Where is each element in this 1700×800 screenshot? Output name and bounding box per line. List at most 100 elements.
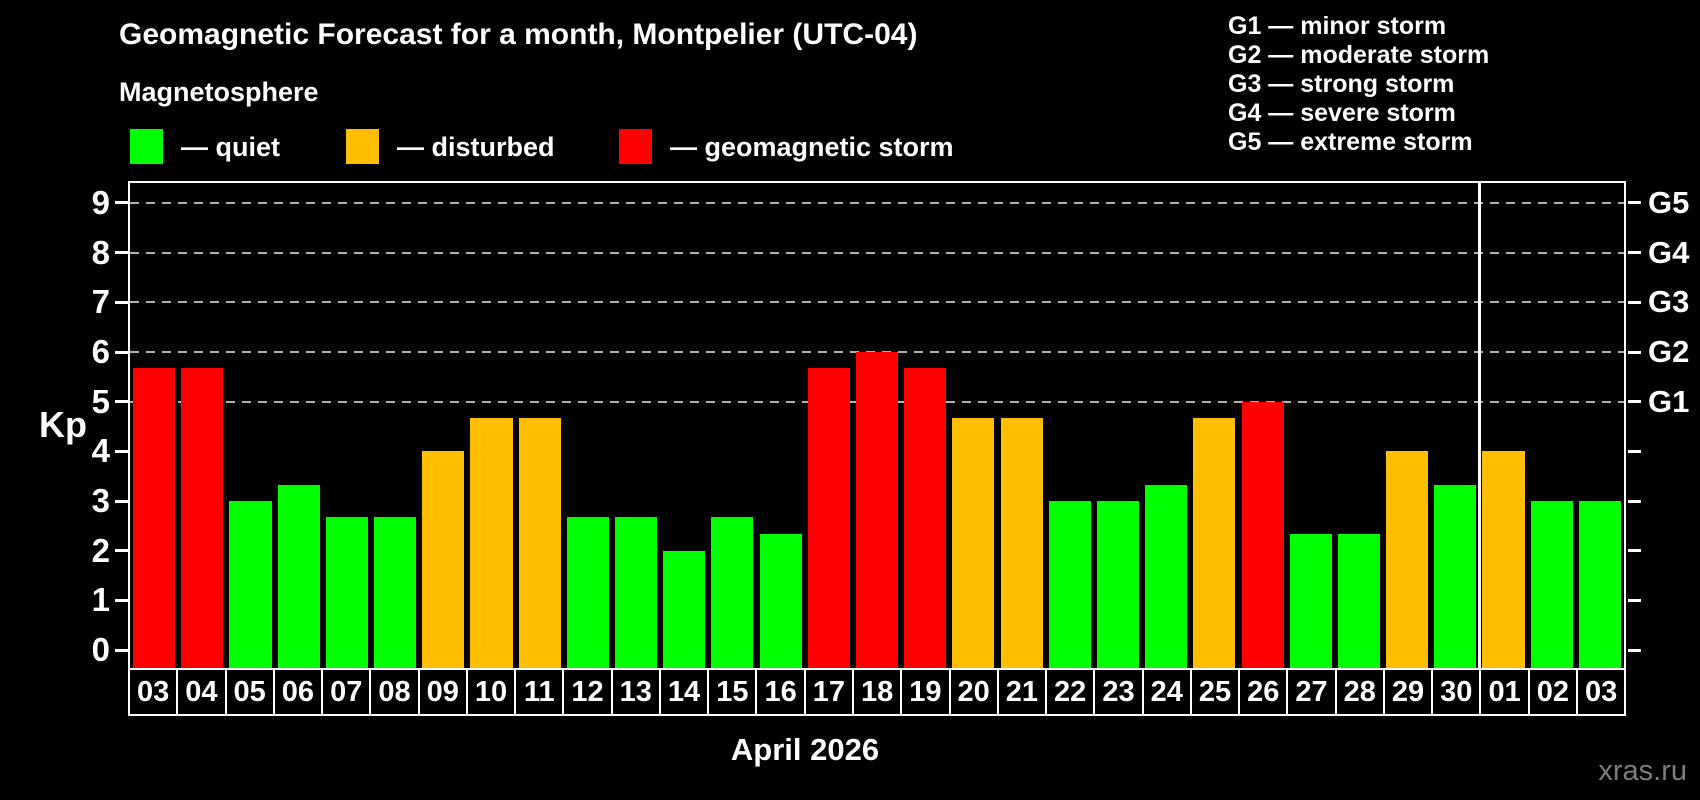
bar-04 [181,368,224,668]
y-tick-label-8: 8 [91,233,110,271]
bar-12 [566,517,609,668]
bar-27 [1289,534,1332,668]
y-tick-0 [115,648,128,652]
right-tick-6 [1628,350,1641,354]
date-cell-apr-20: 20 [948,668,999,716]
storm-scale-legend: G1 — minor storm G2 — moderate storm G3 — … [1228,12,1489,157]
y-tick-label-6: 6 [91,333,110,370]
y-tick-label-4: 4 [91,432,110,470]
bar-08 [374,517,417,668]
date-cell-apr-08: 08 [369,668,420,716]
gridline-kp7 [130,301,1624,304]
date-cell-may-03: 03 [1575,668,1627,716]
date-cell-apr-11: 11 [514,668,565,716]
month-separator-line [1477,183,1481,668]
bar-05 [229,501,272,668]
plot-area [128,181,1626,670]
bar-11 [518,418,561,668]
date-cell-apr-24: 24 [1141,668,1192,716]
bar-23 [1096,501,1140,668]
bar-29 [1386,451,1429,668]
bar-09 [422,451,465,668]
legend-swatch-quiet [130,129,163,164]
chart-title: Geomagnetic Forecast for a month, Montpe… [119,18,918,51]
date-cell-apr-19: 19 [900,668,951,716]
bar-17 [807,368,850,668]
date-cell-apr-16: 16 [755,668,806,716]
bar-19 [904,368,947,668]
storm-scale-line-4: G4 — severe storm [1228,99,1456,127]
legend-swatch-disturbed [346,129,379,164]
y-tick-2 [115,549,128,553]
bar-02 [1530,501,1573,668]
right-axis-label-g2: G2 [1648,334,1690,369]
bar-14 [663,550,706,668]
bar-20 [952,418,995,668]
y-tick-label-3: 3 [91,482,110,519]
bar-30 [1434,484,1477,668]
date-cell-apr-12: 12 [562,668,613,716]
right-tick-3 [1628,499,1641,503]
bar-06 [277,484,320,668]
storm-scale-line-1: G1 — minor storm [1228,12,1447,40]
right-tick-8 [1628,251,1641,255]
y-tick-6 [115,350,128,354]
gridline-kp9 [130,201,1624,204]
bar-15 [711,517,754,668]
right-tick-4 [1628,449,1641,453]
right-tick-0 [1628,648,1641,652]
y-tick-label-7: 7 [91,283,110,321]
date-cell-apr-26: 26 [1238,668,1289,716]
date-cell-apr-17: 17 [803,668,854,716]
watermark: xras.ru [1598,755,1687,787]
y-tick-label-1: 1 [91,581,110,619]
bar-26 [1241,401,1284,668]
right-axis-label-g1: G1 [1648,383,1690,419]
date-cell-apr-30: 30 [1431,668,1482,716]
y-tick-label-0: 0 [91,631,110,669]
y-tick-9 [115,201,128,205]
bar-03 [133,368,176,668]
month-label: April 2026 [730,732,880,767]
date-cell-apr-18: 18 [851,668,903,716]
gridline-kp8 [130,251,1624,254]
right-axis-label-g3: G3 [1648,284,1690,320]
y-tick-label-9: 9 [91,183,110,221]
bar-24 [1145,484,1188,668]
date-cell-apr-28: 28 [1334,668,1385,716]
date-cell-apr-21: 21 [996,668,1048,716]
bar-22 [1048,501,1091,668]
legend-swatch-storm [619,129,652,164]
bar-21 [1000,418,1043,668]
legend-label-quiet: — quiet [181,132,280,162]
date-cell-apr-22: 22 [1045,668,1096,716]
right-tick-9 [1628,201,1641,205]
y-tick-label-5: 5 [91,382,110,420]
bar-07 [325,517,368,668]
date-cell-apr-23: 23 [1093,668,1144,716]
legend-label-storm: — geomagnetic storm [670,132,954,162]
right-tick-2 [1628,549,1641,553]
date-cell-apr-27: 27 [1286,668,1337,716]
date-cell-apr-13: 13 [610,668,661,716]
y-tick-4 [115,449,128,453]
date-cell-may-02: 02 [1527,668,1578,716]
y-tick-8 [115,251,128,255]
bar-10 [470,418,513,668]
storm-scale-line-2: G2 — moderate storm [1228,41,1490,69]
y-tick-5 [115,400,128,404]
right-tick-5 [1628,400,1641,404]
y-tick-7 [115,300,128,304]
bar-03 [1578,501,1621,668]
date-cell-apr-09: 09 [417,668,468,716]
bar-01 [1482,451,1525,668]
date-cell-may-01: 01 [1479,668,1530,716]
bar-18 [855,352,899,668]
bar-16 [759,534,802,668]
date-cell-apr-05: 05 [224,668,275,716]
storm-scale-line-5: G5 — extreme storm [1228,128,1473,156]
storm-scale-line-3: G3 — strong storm [1228,70,1455,98]
right-tick-1 [1628,598,1641,602]
legend-label-disturbed: — disturbed [397,132,555,162]
